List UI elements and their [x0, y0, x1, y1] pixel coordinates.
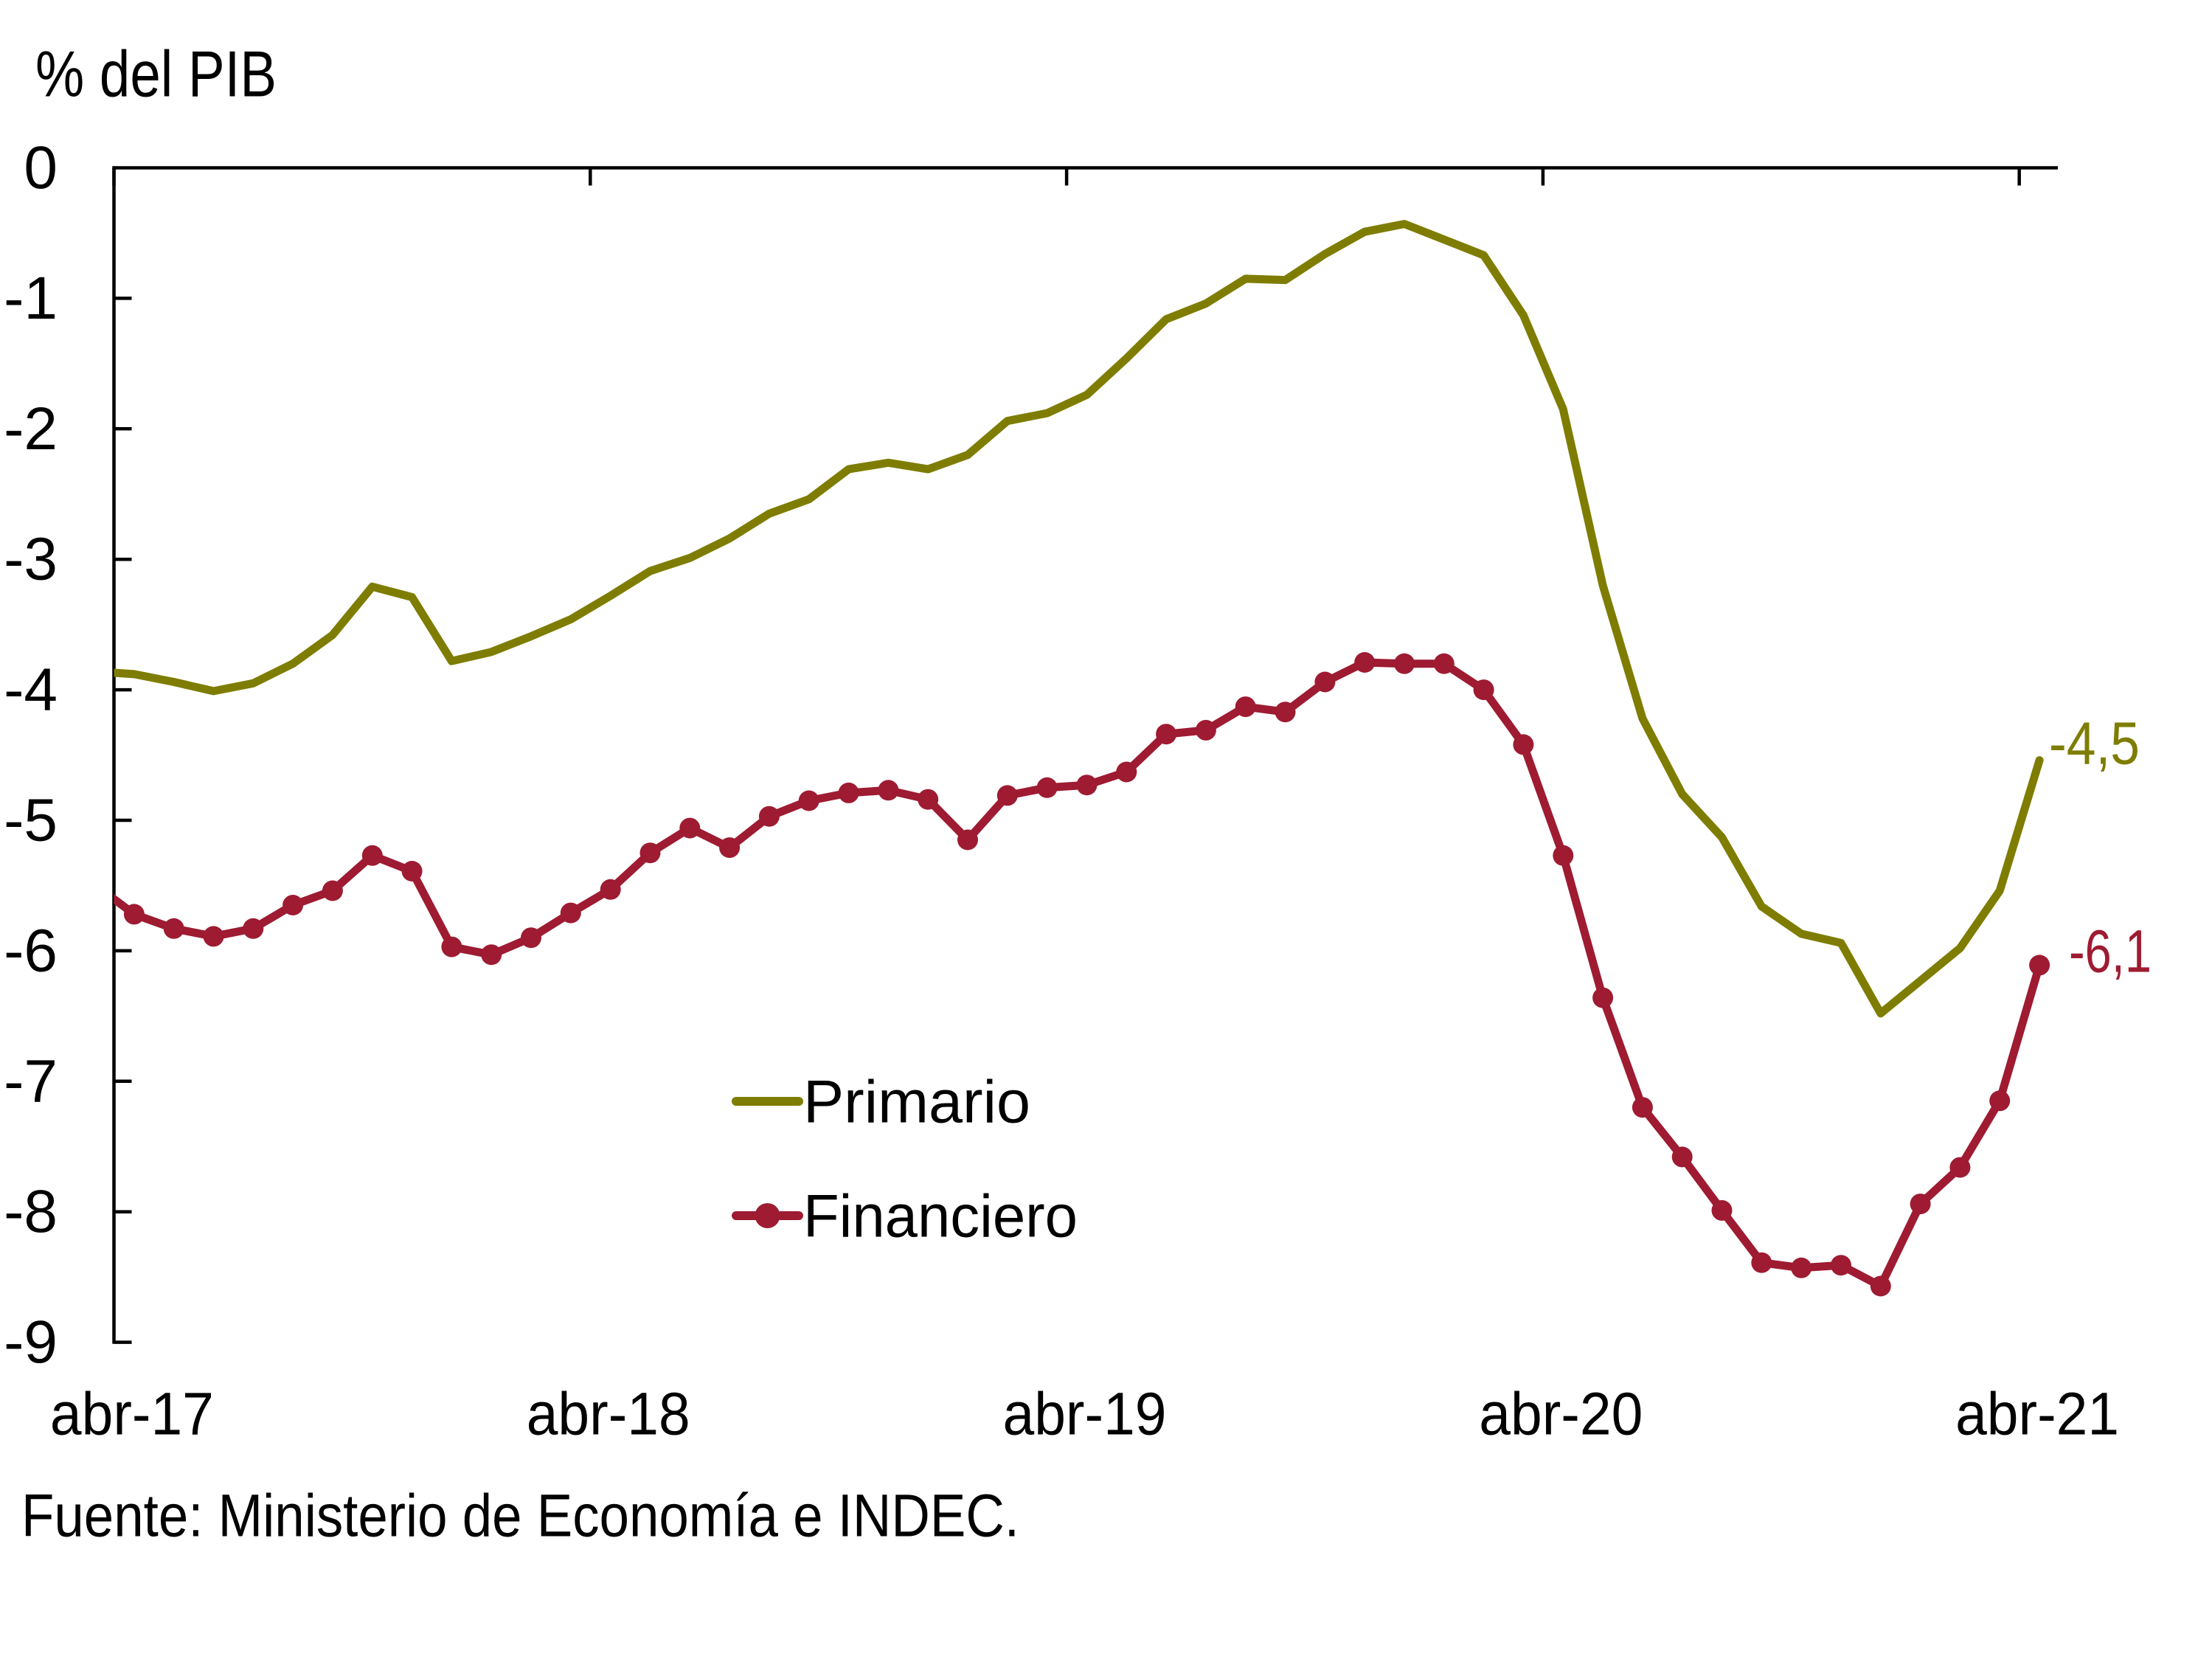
svg-text:-6,1: -6,1	[2069, 918, 2152, 986]
svg-text:-4: -4	[4, 657, 58, 724]
svg-text:abr-18: abr-18	[527, 1381, 690, 1448]
svg-text:0: 0	[24, 134, 58, 201]
svg-text:-3: -3	[4, 526, 58, 593]
svg-text:abr-20: abr-20	[1479, 1381, 1643, 1448]
svg-text:-6: -6	[4, 917, 58, 984]
svg-text:Primario: Primario	[803, 1069, 1030, 1136]
svg-text:% del PIB: % del PIB	[35, 38, 277, 111]
svg-text:-9: -9	[4, 1309, 58, 1376]
svg-text:abr-17: abr-17	[50, 1381, 214, 1448]
svg-text:Fuente: Ministerio de Economía: Fuente: Ministerio de Economía e INDEC.	[21, 1483, 1019, 1550]
svg-text:-4,5: -4,5	[2049, 710, 2140, 777]
svg-text:abr-21: abr-21	[1955, 1381, 2119, 1448]
svg-text:-1: -1	[4, 265, 58, 332]
svg-text:-5: -5	[4, 787, 58, 854]
svg-text:Financiero: Financiero	[803, 1183, 1078, 1250]
svg-text:-8: -8	[4, 1178, 58, 1245]
svg-text:-7: -7	[4, 1047, 58, 1115]
svg-text:abr-19: abr-19	[1003, 1381, 1167, 1448]
svg-text:-2: -2	[4, 395, 58, 463]
